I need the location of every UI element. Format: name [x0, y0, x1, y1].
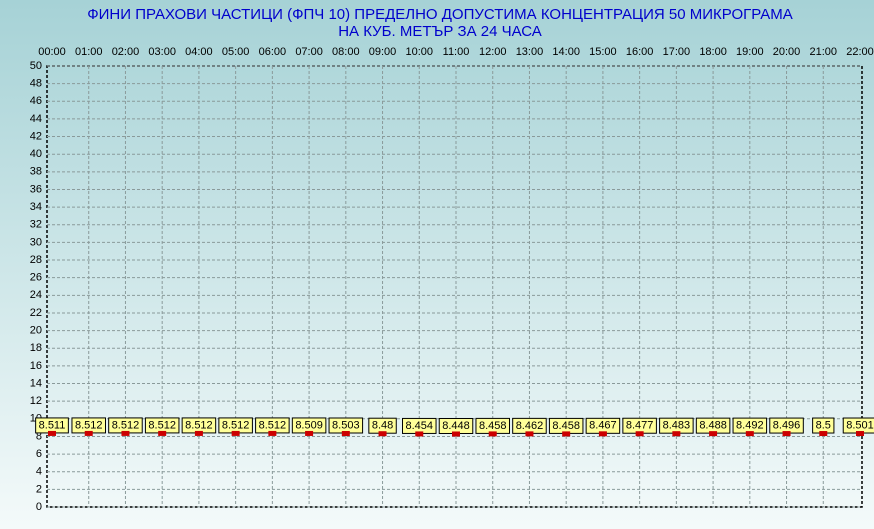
data-label: 8.5	[816, 419, 831, 431]
y-tick-label: 28	[30, 254, 42, 266]
y-tick-label: 14	[30, 377, 42, 389]
data-label: 8.483	[663, 420, 691, 432]
x-tick-label: 07:00	[295, 46, 323, 58]
point	[819, 431, 828, 437]
data-label: 8.462	[516, 420, 544, 432]
data-label: 8.454	[406, 420, 434, 432]
point	[562, 431, 571, 437]
data-label: 8.501	[846, 419, 874, 431]
point	[635, 431, 644, 437]
point	[48, 430, 56, 436]
point	[378, 431, 387, 437]
data-label: 8.448	[442, 420, 470, 432]
point	[452, 431, 460, 437]
chart-title: НА КУБ. МЕТЪР ЗА 24 ЧАСА	[338, 23, 542, 40]
point	[672, 431, 681, 437]
x-tick-label: 11:00	[443, 46, 470, 58]
point	[598, 431, 607, 437]
y-tick-label: 20	[30, 325, 42, 337]
x-tick-label: 16:00	[626, 46, 654, 58]
data-label: 8.512	[259, 419, 287, 431]
x-tick-label: 17:00	[663, 46, 691, 58]
y-tick-label: 24	[30, 289, 42, 301]
data-label: 8.48	[372, 420, 393, 432]
point	[745, 431, 754, 437]
x-tick-label: 03:00	[148, 46, 176, 58]
point	[158, 430, 167, 436]
x-tick-label: 14:00	[552, 46, 580, 58]
point	[415, 431, 424, 437]
data-label: 8.492	[736, 420, 764, 432]
y-tick-label: 46	[30, 95, 42, 107]
x-tick-label: 08:00	[332, 46, 360, 58]
x-tick-label: 15:00	[589, 46, 617, 58]
point	[194, 430, 203, 436]
data-label: 8.511	[39, 419, 66, 431]
x-tick-label: 05:00	[222, 46, 250, 58]
x-tick-label: 00:00	[38, 46, 66, 58]
x-tick-label: 19:00	[736, 46, 764, 58]
x-tick-label: 10:00	[406, 46, 434, 58]
y-tick-label: 30	[30, 236, 42, 248]
chart-title: ФИНИ ПРАХОВИ ЧАСТИЦИ (ФПЧ 10) ПРЕДЕЛНО Д…	[87, 6, 793, 23]
y-tick-label: 4	[36, 466, 42, 478]
x-tick-label: 18:00	[699, 46, 727, 58]
x-tick-label: 02:00	[112, 46, 140, 58]
x-tick-label: 21:00	[810, 46, 838, 58]
data-label: 8.477	[626, 420, 654, 432]
y-tick-label: 40	[30, 148, 42, 160]
y-tick-label: 38	[30, 166, 42, 178]
point	[84, 430, 93, 436]
y-tick-label: 50	[30, 60, 42, 72]
y-tick-label: 0	[36, 501, 42, 513]
y-tick-label: 18	[30, 342, 42, 354]
point	[341, 431, 350, 437]
point	[231, 430, 240, 436]
y-tick-label: 36	[30, 183, 42, 195]
point	[121, 430, 130, 436]
y-tick-label: 6	[36, 448, 42, 460]
y-tick-label: 34	[30, 201, 42, 213]
point	[782, 431, 791, 437]
point	[709, 431, 718, 437]
data-label: 8.458	[479, 420, 507, 432]
point	[305, 430, 314, 436]
y-tick-label: 12	[30, 395, 42, 407]
data-label: 8.512	[75, 419, 103, 431]
x-tick-label: 20:00	[773, 46, 801, 58]
data-label: 8.512	[148, 419, 176, 431]
x-tick-label: 12:00	[479, 46, 507, 58]
y-tick-label: 26	[30, 272, 42, 284]
data-label: 8.509	[295, 419, 323, 431]
point	[856, 431, 864, 437]
y-tick-label: 2	[36, 483, 42, 495]
point	[268, 430, 277, 436]
data-label: 8.488	[699, 420, 727, 432]
x-tick-label: 13:00	[516, 46, 544, 58]
x-tick-label: 22:00	[846, 46, 874, 58]
x-tick-label: 01:00	[75, 46, 103, 58]
y-tick-label: 42	[30, 130, 42, 142]
data-label: 8.512	[222, 419, 250, 431]
y-tick-label: 8	[36, 430, 42, 442]
y-tick-label: 44	[30, 113, 42, 125]
x-tick-label: 06:00	[259, 46, 287, 58]
y-tick-label: 22	[30, 307, 42, 319]
data-label: 8.503	[332, 419, 360, 431]
point	[488, 431, 497, 437]
y-tick-label: 48	[30, 78, 42, 90]
data-label: 8.496	[773, 419, 801, 431]
data-label: 8.458	[552, 420, 580, 432]
x-tick-label: 04:00	[185, 46, 213, 58]
point	[525, 431, 534, 437]
data-label: 8.512	[112, 419, 140, 431]
y-tick-label: 16	[30, 360, 42, 372]
data-label: 8.512	[185, 419, 213, 431]
x-tick-label: 09:00	[369, 46, 397, 58]
y-tick-label: 32	[30, 219, 42, 231]
data-label: 8.467	[589, 420, 617, 432]
